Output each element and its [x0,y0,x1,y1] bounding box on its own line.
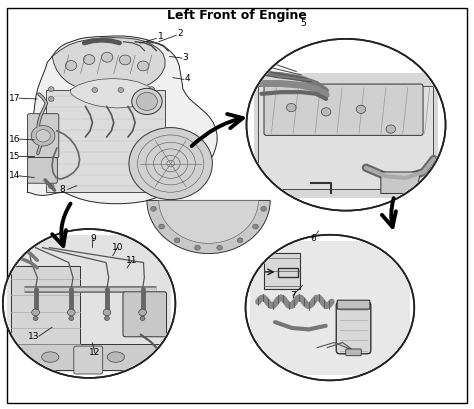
Circle shape [129,128,212,200]
Ellipse shape [107,352,125,362]
Text: 7: 7 [290,291,296,300]
Circle shape [386,125,396,133]
Circle shape [174,238,180,243]
FancyBboxPatch shape [11,266,81,348]
Text: 2: 2 [177,29,183,38]
Circle shape [321,108,331,116]
Circle shape [36,130,50,142]
FancyBboxPatch shape [255,73,438,198]
FancyBboxPatch shape [346,349,361,356]
Circle shape [48,184,54,189]
FancyBboxPatch shape [74,346,103,374]
FancyBboxPatch shape [27,114,59,158]
Text: Left Front of Engine: Left Front of Engine [167,9,307,22]
FancyBboxPatch shape [264,84,423,135]
Polygon shape [264,253,301,290]
FancyBboxPatch shape [250,240,410,375]
FancyBboxPatch shape [123,292,166,337]
Text: 1: 1 [158,32,164,41]
Text: 15: 15 [9,152,20,161]
Text: 11: 11 [126,256,137,265]
Circle shape [151,206,156,211]
Circle shape [48,97,54,101]
Circle shape [105,316,109,320]
Polygon shape [381,172,420,193]
Ellipse shape [42,352,59,362]
FancyBboxPatch shape [258,86,433,189]
Ellipse shape [74,352,91,362]
Circle shape [103,309,111,316]
Circle shape [69,316,73,320]
Circle shape [3,229,175,378]
Wedge shape [147,200,270,254]
Text: 12: 12 [89,348,100,357]
Circle shape [237,238,243,243]
Circle shape [137,61,149,71]
Circle shape [119,55,131,65]
Circle shape [83,55,95,65]
Circle shape [246,39,446,211]
FancyBboxPatch shape [16,344,163,371]
Polygon shape [27,36,217,204]
Circle shape [32,309,39,316]
Circle shape [67,309,75,316]
Text: 16: 16 [9,135,20,144]
FancyBboxPatch shape [46,90,165,192]
Circle shape [101,52,113,62]
Polygon shape [70,79,156,108]
Circle shape [132,88,162,115]
Text: 6: 6 [310,234,316,243]
Polygon shape [52,38,165,93]
Text: 9: 9 [90,234,96,243]
Circle shape [217,245,222,250]
Text: 14: 14 [9,171,20,180]
Text: 3: 3 [182,53,188,62]
Circle shape [253,224,258,229]
Circle shape [92,88,98,92]
Circle shape [48,87,54,92]
Circle shape [246,235,414,380]
Circle shape [33,316,38,320]
FancyBboxPatch shape [7,235,171,372]
Circle shape [137,92,157,110]
Text: 13: 13 [28,332,40,341]
Text: 4: 4 [184,74,190,83]
Circle shape [261,206,266,211]
Circle shape [139,309,146,316]
Circle shape [31,126,55,146]
Circle shape [149,97,155,101]
Circle shape [118,88,124,92]
Circle shape [195,245,201,250]
Circle shape [356,105,366,113]
Text: 17: 17 [9,94,20,103]
Circle shape [149,87,155,92]
FancyBboxPatch shape [27,157,57,183]
Circle shape [286,103,296,112]
Text: 10: 10 [112,243,123,252]
Wedge shape [159,200,258,243]
FancyBboxPatch shape [337,300,370,309]
Circle shape [65,61,77,70]
Circle shape [159,224,164,229]
Circle shape [140,316,145,320]
Text: 8: 8 [60,185,65,194]
Text: 5: 5 [301,19,306,28]
FancyBboxPatch shape [336,302,371,354]
